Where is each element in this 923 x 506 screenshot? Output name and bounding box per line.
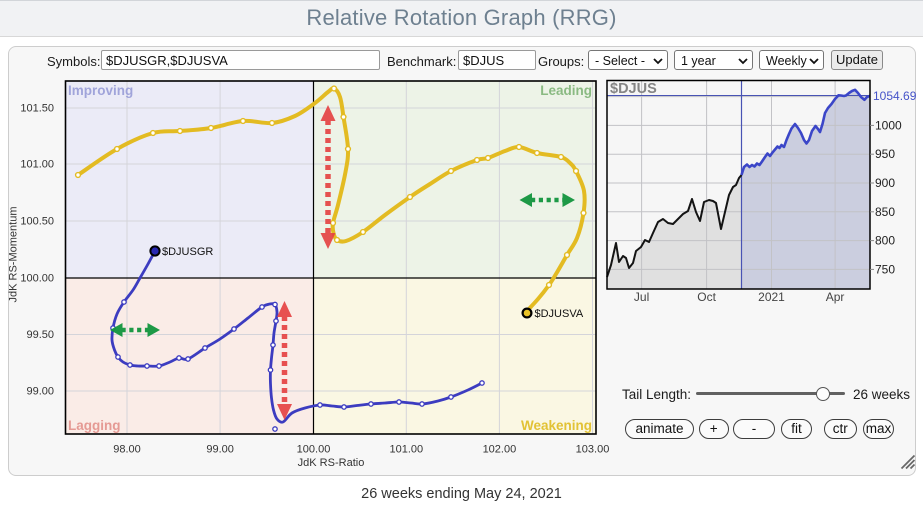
svg-text:101.00: 101.00 xyxy=(20,159,54,171)
svg-text:98.00: 98.00 xyxy=(113,444,141,456)
svg-text:1054.69: 1054.69 xyxy=(873,89,917,103)
svg-text:102.00: 102.00 xyxy=(483,444,517,456)
svg-text:99.00: 99.00 xyxy=(26,386,54,398)
svg-text:100.00: 100.00 xyxy=(297,444,331,456)
svg-text:1000: 1000 xyxy=(875,118,902,132)
svg-text:Oct: Oct xyxy=(697,290,716,304)
svg-text:$DJUSVA: $DJUSVA xyxy=(535,308,584,320)
svg-text:99.00: 99.00 xyxy=(206,444,234,456)
svg-text:100.00: 100.00 xyxy=(20,273,54,285)
svg-text:2021: 2021 xyxy=(758,290,785,304)
svg-text:900: 900 xyxy=(875,176,895,190)
svg-text:Apr: Apr xyxy=(826,290,845,304)
svg-text:103.00: 103.00 xyxy=(576,444,610,456)
svg-text:Leading: Leading xyxy=(540,83,592,98)
svg-text:$DJUSGR: $DJUSGR xyxy=(162,246,213,258)
svg-text:Improving: Improving xyxy=(68,83,133,98)
svg-text:Lagging: Lagging xyxy=(68,418,121,433)
svg-text:101.00: 101.00 xyxy=(389,444,423,456)
svg-text:JdK RS-Ratio: JdK RS-Ratio xyxy=(298,457,365,469)
svg-text:99.50: 99.50 xyxy=(26,329,54,341)
svg-text:100.50: 100.50 xyxy=(20,216,54,228)
svg-text:Jul: Jul xyxy=(634,290,649,304)
svg-text:850: 850 xyxy=(875,205,895,219)
svg-text:101.50: 101.50 xyxy=(20,103,54,115)
svg-text:950: 950 xyxy=(875,147,895,161)
svg-text:750: 750 xyxy=(875,262,895,276)
svg-text:JdK RS-Momentum: JdK RS-Momentum xyxy=(8,207,20,303)
svg-text:Weakening: Weakening xyxy=(521,418,592,433)
svg-text:800: 800 xyxy=(875,234,895,248)
svg-text:$DJUS: $DJUS xyxy=(610,81,657,97)
